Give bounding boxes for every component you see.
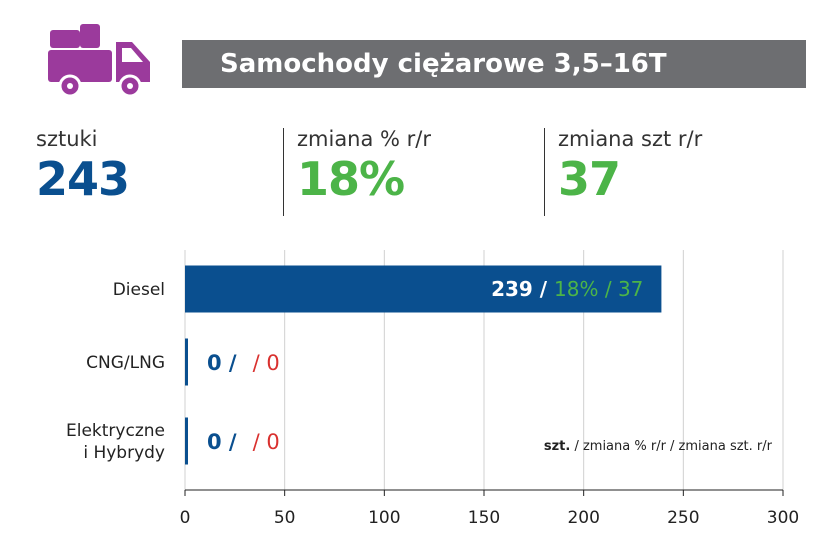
data-label: 0 // 0 xyxy=(207,430,280,454)
x-tick-label: 300 xyxy=(767,508,799,528)
x-tick-label: 150 xyxy=(468,508,500,528)
kpi-units-change-value: 37 xyxy=(558,152,621,206)
kpi-units-value: 243 xyxy=(36,152,130,206)
x-tick-label: 100 xyxy=(368,508,400,528)
kpi-divider xyxy=(283,128,284,216)
x-tick-label: 50 xyxy=(274,508,296,528)
kpi-units-change: zmiana szt r/r 37 xyxy=(558,126,702,206)
kpi-percent-change-value: 18% xyxy=(297,152,405,206)
category-label: CNG/LNG xyxy=(86,353,165,373)
kpi-units-change-label: zmiana szt r/r xyxy=(558,127,703,151)
kpi-units-label: sztuki xyxy=(36,127,98,151)
data-label: 0 // 0 xyxy=(207,351,280,375)
x-tick-label: 200 xyxy=(567,508,599,528)
legend: szt. / zmiana % r/r / zmiana szt. r/r xyxy=(544,439,773,454)
page-title: Samochody ciężarowe 3,5–16T xyxy=(182,40,806,88)
kpi-divider xyxy=(544,128,545,216)
x-tick-label: 250 xyxy=(667,508,699,528)
delivery-truck-icon xyxy=(48,24,150,98)
category-label: Diesel xyxy=(113,280,165,300)
kpi-percent-change-label: zmiana % r/r xyxy=(297,127,432,151)
category-label: Elektryczne i Hybrydy xyxy=(66,421,165,463)
data-label: 239 / 18% / 37 xyxy=(491,277,643,301)
kpi-units: sztuki 243 xyxy=(36,126,130,206)
bar xyxy=(185,417,188,465)
bar xyxy=(185,338,188,386)
kpi-percent-change: zmiana % r/r 18% xyxy=(297,126,431,206)
bar xyxy=(185,265,662,313)
x-tick-label: 0 xyxy=(180,508,191,528)
